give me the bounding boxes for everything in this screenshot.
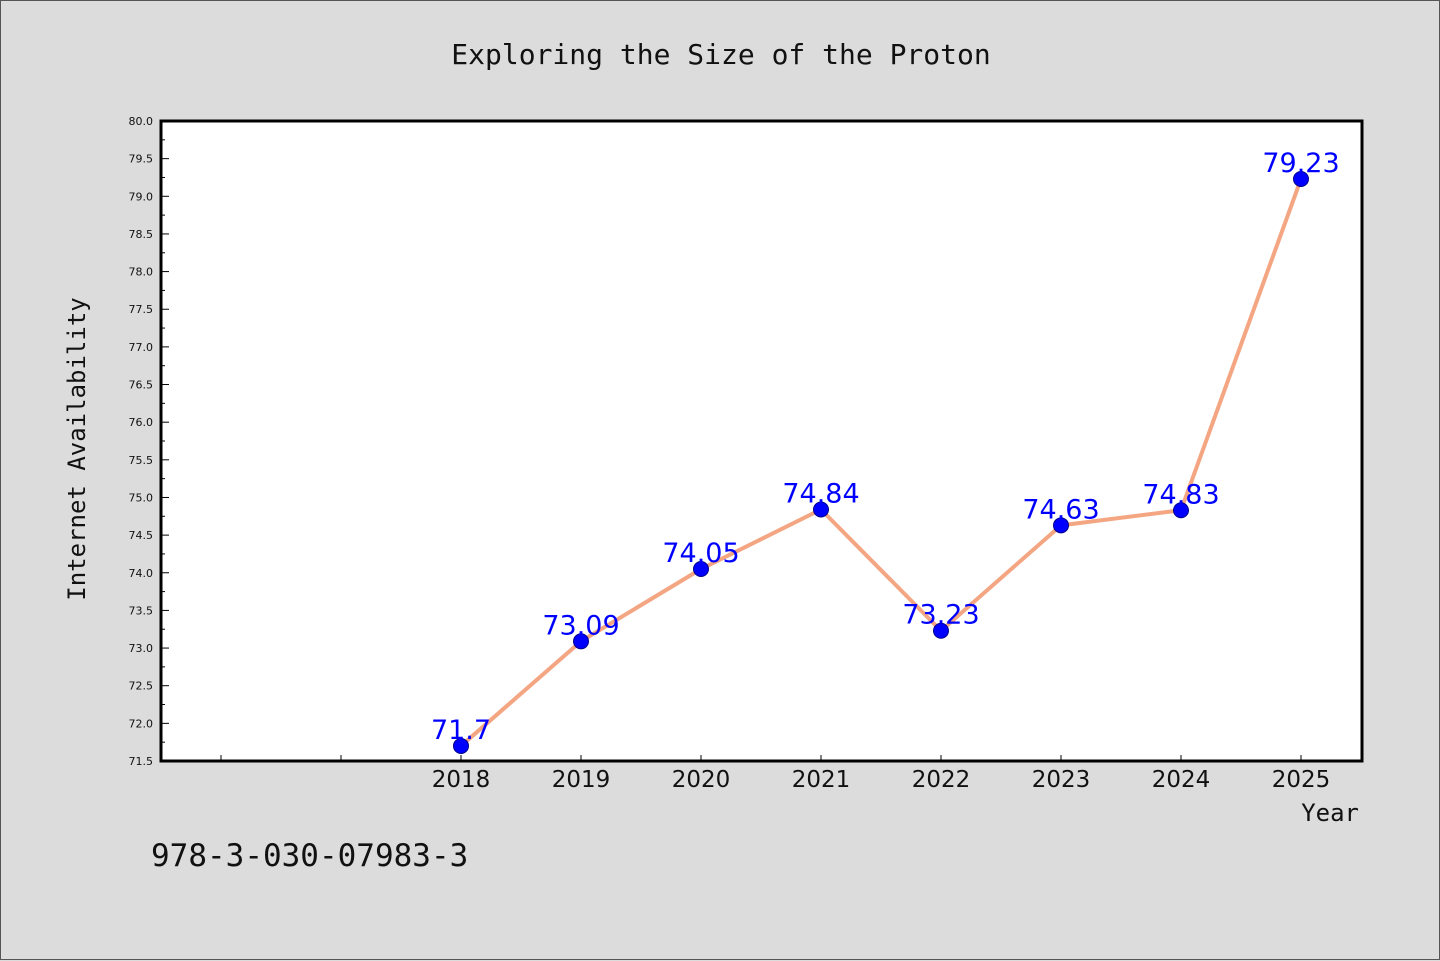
- data-label: 74.84: [782, 479, 859, 510]
- data-point: [453, 737, 469, 754]
- data-point: [1293, 170, 1309, 187]
- data-markers: [453, 170, 1309, 754]
- data-label: 73.23: [902, 600, 979, 631]
- data-labels: 71.7 73.09 74.05 74.84 73.23 74.63 74.83 79.23: [431, 148, 1340, 746]
- y-tick-label: 75.5: [129, 454, 154, 467]
- data-point: [933, 622, 949, 639]
- y-tick-label: 72.0: [129, 717, 154, 730]
- data-point: [1173, 502, 1189, 519]
- isbn-footnote: 978-3-030-07983-3: [151, 838, 468, 874]
- data-point: [813, 501, 829, 518]
- y-tick-label: 79.0: [129, 190, 154, 203]
- x-axis: 2018 2019 2020 2021 2022 2023 2024 2025: [220, 755, 1331, 793]
- y-tick-label: 76.5: [129, 379, 154, 392]
- x-tick-label: 2022: [912, 767, 971, 793]
- x-tick-label: 2018: [432, 767, 491, 793]
- data-point: [1053, 517, 1069, 534]
- y-axis-label: Internet Availability: [63, 297, 91, 600]
- data-label: 79.23: [1262, 148, 1339, 179]
- series-line: [459, 178, 1303, 748]
- y-tick-label: 72.5: [129, 680, 154, 693]
- y-tick-label: 74.0: [129, 567, 154, 580]
- x-tick-label: 2024: [1152, 767, 1211, 793]
- data-label: 74.63: [1022, 494, 1099, 525]
- plot-area: [159, 119, 1364, 763]
- data-label: 73.09: [542, 610, 619, 641]
- data-point: [693, 561, 709, 577]
- y-tick-label: 73.0: [129, 642, 154, 655]
- x-tick-label: 2020: [672, 767, 731, 793]
- x-tick-label: 2025: [1272, 767, 1331, 793]
- y-tick-label: 78.0: [129, 266, 154, 279]
- x-tick-label: 2019: [552, 767, 611, 793]
- y-tick-label: 77.5: [129, 303, 154, 316]
- data-label: 74.05: [662, 538, 739, 569]
- x-axis-label: Year: [1301, 799, 1359, 827]
- y-tick-label: 71.5: [129, 755, 154, 768]
- x-tick-label: 2021: [792, 767, 851, 793]
- y-tick-label: 76.0: [129, 416, 154, 429]
- data-point: [573, 633, 589, 650]
- y-tick-label: 79.5: [129, 153, 154, 166]
- y-axis: 71.5 72.0 72.5 73.0 73.5 74.0 74.5 75.0 75.5 76.0…: [129, 115, 169, 768]
- data-label: 71.7: [431, 715, 491, 746]
- y-tick-label: 73.5: [129, 604, 154, 617]
- y-tick-label: 75.0: [129, 491, 154, 504]
- y-tick-label: 78.5: [129, 228, 154, 241]
- chart-title: Exploring the Size of the Proton: [451, 38, 990, 71]
- x-tick-label: 2023: [1032, 767, 1091, 793]
- y-tick-label: 80.0: [129, 115, 154, 128]
- data-label: 74.83: [1142, 479, 1219, 510]
- y-tick-label: 74.5: [129, 529, 154, 542]
- y-tick-label: 77.0: [129, 341, 154, 354]
